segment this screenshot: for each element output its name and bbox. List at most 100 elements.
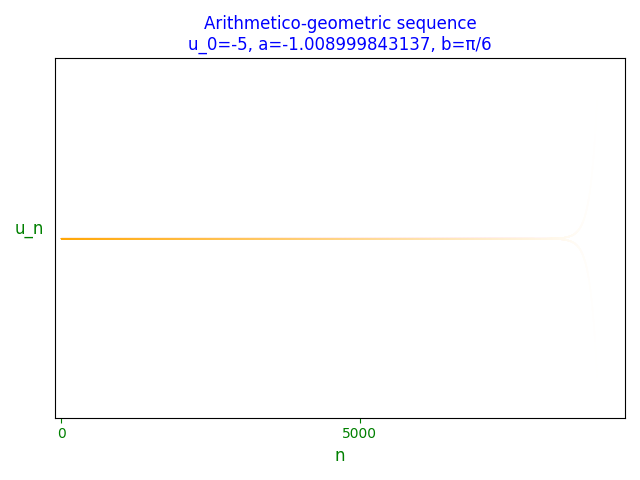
Point xyxy=(168,235,178,242)
Point xyxy=(61,235,71,242)
Point xyxy=(564,233,574,240)
Point xyxy=(167,235,177,242)
Point xyxy=(548,235,559,243)
Point xyxy=(513,235,524,242)
Point xyxy=(190,235,200,242)
Point xyxy=(132,235,143,242)
Point xyxy=(452,235,463,242)
Point xyxy=(440,235,451,242)
Point xyxy=(343,235,353,242)
Point xyxy=(540,235,550,242)
Point xyxy=(190,235,200,242)
Point xyxy=(523,235,533,242)
Point xyxy=(86,235,96,242)
Point xyxy=(557,234,567,242)
Point xyxy=(436,235,447,242)
Point xyxy=(476,235,486,242)
Point xyxy=(60,235,70,242)
Point xyxy=(330,235,340,242)
Point xyxy=(462,235,472,242)
Point xyxy=(566,232,577,240)
Point xyxy=(200,235,211,242)
Point xyxy=(521,235,531,242)
Point xyxy=(480,235,490,242)
Point xyxy=(273,235,284,242)
Point xyxy=(461,235,472,242)
Point xyxy=(57,235,67,242)
Point xyxy=(166,235,177,242)
Point xyxy=(174,235,184,242)
Point xyxy=(480,235,490,242)
Point xyxy=(77,235,88,242)
Point xyxy=(319,235,329,242)
Point xyxy=(435,235,445,242)
Point xyxy=(127,235,138,242)
Point xyxy=(518,235,528,242)
Point xyxy=(371,235,381,242)
Point xyxy=(115,235,125,242)
Point xyxy=(198,235,208,242)
Point xyxy=(431,235,442,242)
Point xyxy=(545,235,555,242)
Point xyxy=(162,235,172,242)
Point xyxy=(408,235,418,242)
Point xyxy=(250,235,260,242)
Point xyxy=(389,235,399,242)
Point xyxy=(427,235,437,242)
Point xyxy=(77,235,87,242)
Point xyxy=(461,235,472,242)
Point xyxy=(450,235,460,242)
Point xyxy=(213,235,223,242)
Point xyxy=(202,235,212,242)
Point xyxy=(337,235,347,242)
Point xyxy=(121,235,131,242)
Point xyxy=(506,235,516,242)
Point xyxy=(525,235,535,242)
Point xyxy=(433,235,444,242)
Point xyxy=(533,235,543,242)
Point xyxy=(493,235,504,242)
Point xyxy=(67,235,77,242)
Point xyxy=(274,235,284,242)
Point xyxy=(346,235,356,242)
Point xyxy=(65,235,76,242)
Point xyxy=(364,235,374,242)
Point xyxy=(547,235,557,243)
Point xyxy=(422,235,432,242)
Point xyxy=(566,232,576,240)
Point xyxy=(515,235,525,242)
Point xyxy=(176,235,186,242)
Point xyxy=(102,235,113,242)
Point xyxy=(108,235,118,242)
Point xyxy=(474,235,484,242)
Point xyxy=(75,235,85,242)
Point xyxy=(332,235,342,242)
Point xyxy=(88,235,99,242)
Point xyxy=(92,235,102,242)
Point xyxy=(154,235,164,242)
Point xyxy=(286,235,296,242)
Point xyxy=(580,259,591,267)
Point xyxy=(448,235,458,242)
Point xyxy=(115,235,125,242)
Point xyxy=(333,235,343,242)
Point xyxy=(61,235,71,242)
Point xyxy=(273,235,284,242)
Point xyxy=(554,234,564,242)
Point xyxy=(431,235,442,242)
Point xyxy=(160,235,170,242)
Point xyxy=(60,235,70,242)
Point xyxy=(348,235,358,242)
Point xyxy=(102,235,112,242)
Point xyxy=(269,235,279,242)
Point xyxy=(275,235,285,242)
Point xyxy=(331,235,341,242)
Point xyxy=(64,235,74,242)
Point xyxy=(313,235,323,242)
Point xyxy=(122,235,132,242)
Point xyxy=(383,235,393,242)
Point xyxy=(397,235,408,242)
Point xyxy=(497,235,508,242)
Point xyxy=(174,235,184,242)
Point xyxy=(268,235,278,242)
